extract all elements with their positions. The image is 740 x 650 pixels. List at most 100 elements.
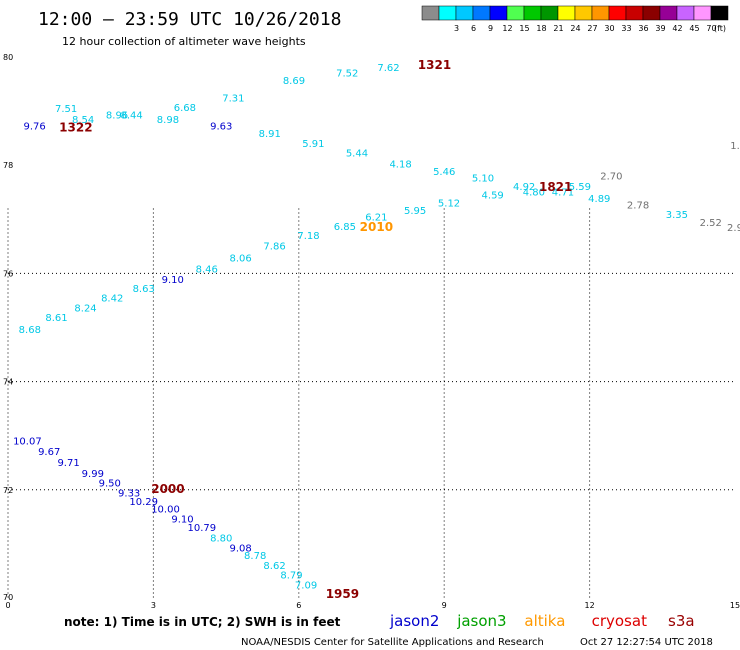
wave-height-value: 7.09 xyxy=(295,580,317,591)
wave-height-value: 4.59 xyxy=(482,191,504,202)
satellite-legend-s3a: s3a xyxy=(668,612,695,630)
wave-height-value: 5.46 xyxy=(433,167,455,178)
y-tick-label: 78 xyxy=(3,161,13,170)
wave-height-value: 6.85 xyxy=(334,222,356,233)
timestamp-text: Oct 27 12:27:54 UTC 2018 xyxy=(580,637,713,648)
wave-height-value: 8.80 xyxy=(210,534,232,545)
color-scale-label: 30 xyxy=(604,24,614,33)
wave-height-value: 9.50 xyxy=(99,479,121,490)
wave-height-value: 9.76 xyxy=(24,121,46,132)
chart-subtitle: 12 hour collection of altimeter wave hei… xyxy=(62,35,306,48)
wave-height-value: 9.99 xyxy=(82,469,104,480)
color-scale-label: 24 xyxy=(570,24,580,33)
color-scale-label: 39 xyxy=(655,24,665,33)
color-scale-swatch xyxy=(693,5,712,21)
wave-height-value: 10.07 xyxy=(13,436,42,447)
color-scale-label: 70 xyxy=(706,24,716,33)
pass-time-label: 1821 xyxy=(539,180,572,194)
data-points: 9.76 7.518.54 8.968.44 8.986.68 9.63 7.31 8.91… xyxy=(13,63,740,591)
wave-height-value: 7.51 xyxy=(55,104,77,115)
wave-height-value: 7.18 xyxy=(297,231,319,242)
wave-height-value: 4.89 xyxy=(588,194,610,205)
wave-height-value: 2.9 xyxy=(727,223,740,234)
color-scale-label: 9 xyxy=(488,24,493,33)
wave-height-value: 8.46 xyxy=(196,264,218,275)
color-scale-label: 21 xyxy=(553,24,563,33)
wave-height-value: 1. xyxy=(730,141,740,152)
wave-height-value: 5.12 xyxy=(438,198,460,209)
wave-height-value: 9.63 xyxy=(210,121,232,132)
color-scale-label: 27 xyxy=(587,24,597,33)
wave-height-value: 8.98 xyxy=(157,115,179,126)
wave-height-value: 4.80 xyxy=(523,187,545,198)
wave-height-value: 8.06 xyxy=(230,253,252,264)
wave-height-value: 8.62 xyxy=(263,561,285,572)
color-scale-swatch xyxy=(676,5,695,21)
wave-height-value: 8.44 xyxy=(120,111,142,122)
x-tick-label: 6 xyxy=(296,601,301,610)
credit-text: NOAA/NESDIS Center for Satellite Applica… xyxy=(241,637,544,648)
color-scale-swatch xyxy=(591,5,610,21)
axis-ticks: 0 3 6 9 12 15 80 78 76 74 72 70 xyxy=(3,53,740,610)
wave-height-value: 4.92 xyxy=(513,182,535,193)
satellite-legend-jason3: jason3 xyxy=(456,612,506,630)
color-scale-swatch xyxy=(506,5,525,21)
wave-height-value: 6.21 xyxy=(365,212,387,223)
pass-time-label: 1321 xyxy=(418,58,451,72)
color-scale-label: 45 xyxy=(689,24,699,33)
color-scale-swatch xyxy=(438,5,457,21)
color-scale-label: 18 xyxy=(536,24,546,33)
color-scale-swatch xyxy=(557,5,576,21)
x-tick-label: 0 xyxy=(5,601,10,610)
color-scale-swatch xyxy=(421,5,440,21)
wave-height-value: 5.95 xyxy=(404,206,426,217)
color-scale-swatch xyxy=(455,5,474,21)
wave-height-value: 8.63 xyxy=(133,284,155,295)
color-scale-label: 3 xyxy=(454,24,459,33)
wave-height-value: 7.62 xyxy=(377,63,399,74)
wave-height-value: 10.29 xyxy=(129,497,158,508)
pass-time-labels: 1321 1322 1821 2010 2000 1959 xyxy=(59,58,572,601)
wave-height-value: 4.71 xyxy=(552,187,574,198)
color-scale-label: 15 xyxy=(519,24,529,33)
color-scale-unit: (ft) xyxy=(714,24,726,33)
y-tick-label: 74 xyxy=(3,378,13,387)
wave-height-value: 5.91 xyxy=(302,139,324,150)
color-scale-swatch xyxy=(540,5,559,21)
wave-height-value: 7.31 xyxy=(222,93,244,104)
color-scale-swatch xyxy=(472,5,491,21)
wave-height-value: 5.59 xyxy=(569,182,591,193)
wave-height-value: 9.71 xyxy=(57,458,79,469)
wave-height-value: 8.54 xyxy=(72,115,94,126)
pass-time-label: 1322 xyxy=(59,121,92,135)
y-tick-label: 80 xyxy=(3,53,13,62)
y-tick-label: 70 xyxy=(3,593,13,602)
wave-height-value: 8.69 xyxy=(283,76,305,87)
wave-height-value: 6.68 xyxy=(174,103,196,114)
x-tick-label: 15 xyxy=(730,601,740,610)
footer-note: note: 1) Time is in UTC; 2) SWH is in fe… xyxy=(64,615,341,629)
color-scale-swatch xyxy=(489,5,508,21)
wave-height-value: 8.96 xyxy=(106,111,128,122)
color-scale-label: 6 xyxy=(471,24,476,33)
pass-time-label: 2010 xyxy=(360,220,393,234)
satellite-legend-jason2: jason2 xyxy=(389,612,439,630)
color-scale-label: 36 xyxy=(638,24,648,33)
wave-height-value: 10.79 xyxy=(188,523,217,534)
wave-height-value: 2.52 xyxy=(700,218,722,229)
wave-height-value: 8.68 xyxy=(19,325,41,336)
wave-height-value: 8.91 xyxy=(259,129,281,140)
wave-height-value: 5.10 xyxy=(472,173,494,184)
color-scale-swatch xyxy=(523,5,542,21)
y-tick-label: 76 xyxy=(3,269,13,278)
wave-height-value: 9.10 xyxy=(171,514,193,525)
wave-height-value: 2.70 xyxy=(600,171,622,182)
wave-height-value: 4.18 xyxy=(389,159,411,170)
chart-title: 12:00 – 23:59 UTC 10/26/2018 xyxy=(38,9,341,30)
color-scale-label: 42 xyxy=(672,24,682,33)
y-tick-label: 72 xyxy=(3,486,13,495)
wave-height-color-scale: 3 6 9 12 15 18 21 24 27 30 33 36 39 42 45 70 xyxy=(421,5,729,33)
wave-height-value: 8.79 xyxy=(280,571,302,582)
satellite-legend-altika: altika xyxy=(524,612,565,630)
